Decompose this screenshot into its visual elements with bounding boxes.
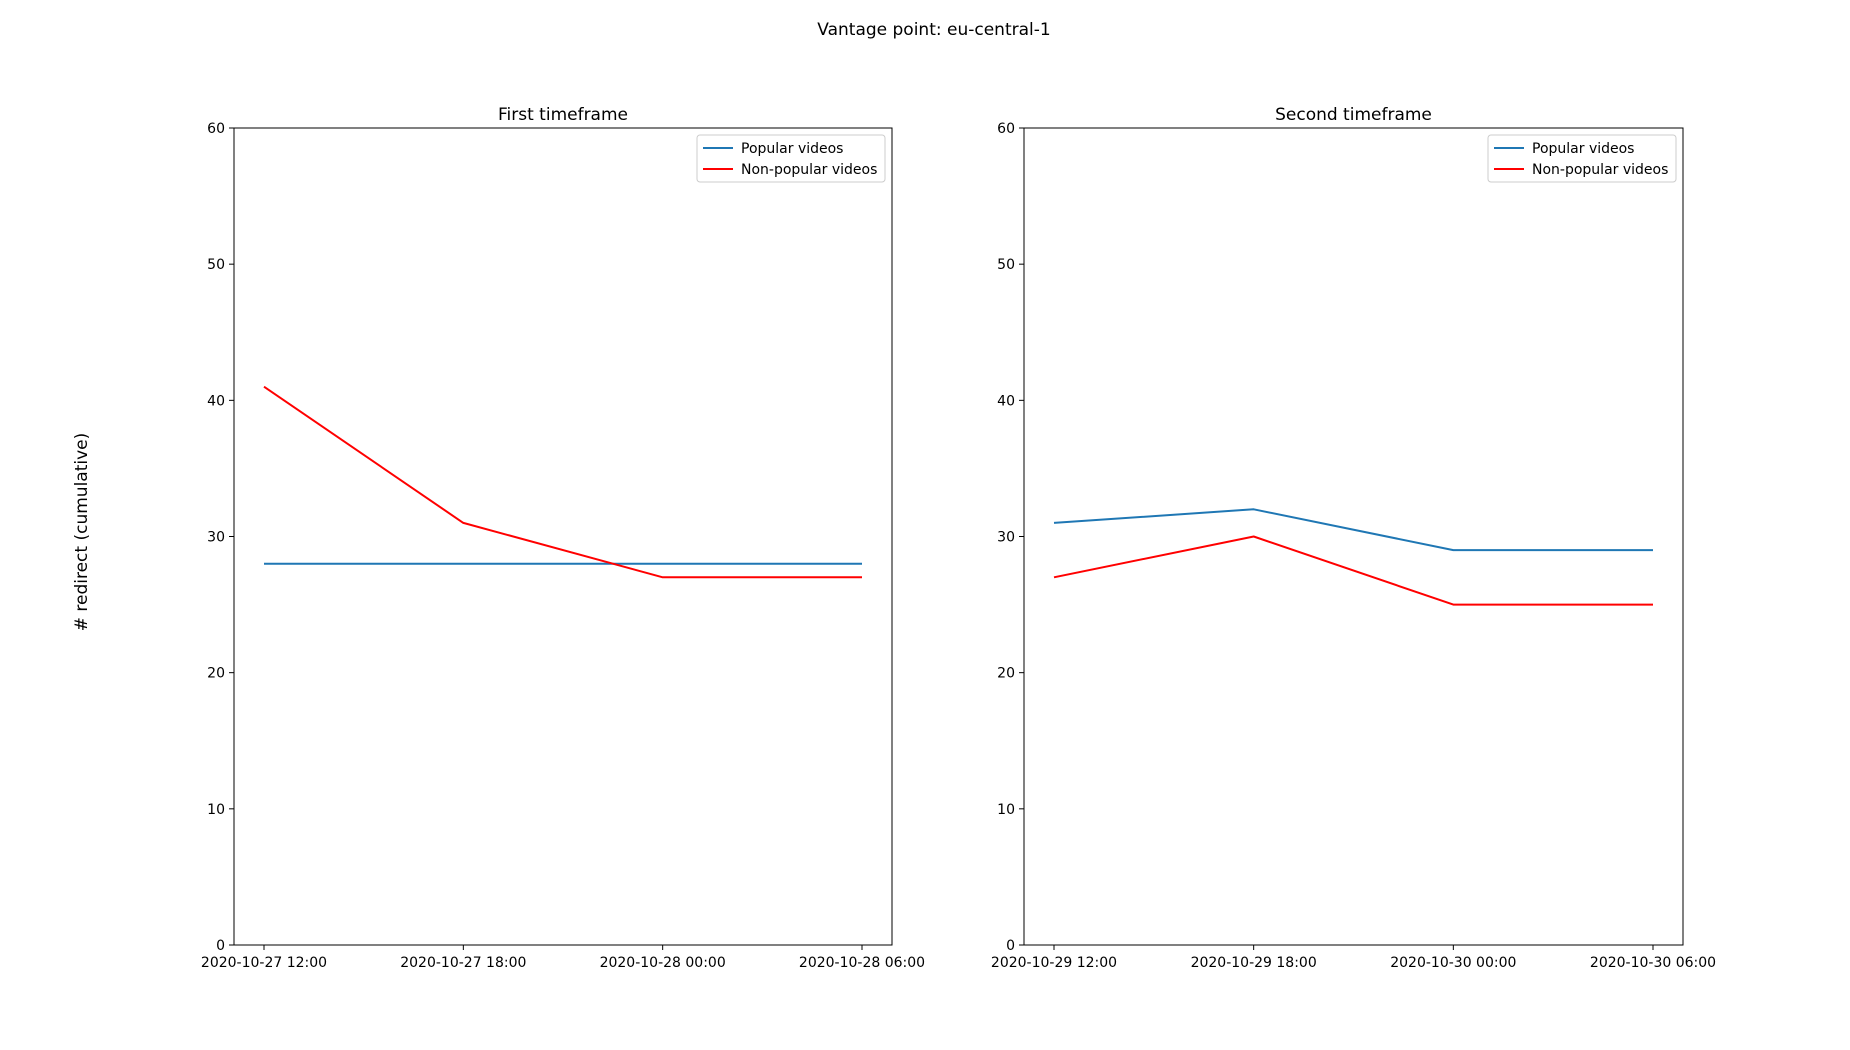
- x-tick-label: 2020-10-29 18:00: [1191, 955, 1317, 971]
- y-tick-label: 60: [997, 121, 1015, 137]
- x-tick-label: 2020-10-28 06:00: [799, 955, 925, 971]
- y-tick-label: 20: [997, 666, 1015, 682]
- series-line-1: [1053, 508, 1653, 552]
- y-tick-label: 50: [997, 257, 1015, 273]
- chart-title: First timeframe: [498, 105, 628, 125]
- y-tick-label: 10: [997, 802, 1015, 818]
- y-tick-label: 40: [997, 393, 1015, 409]
- x-tick-label: 2020-10-27 12:00: [201, 955, 327, 971]
- x-tick-label: 2020-10-30 00:00: [1390, 955, 1516, 971]
- x-tick-label: 2020-10-29 12:00: [991, 955, 1117, 971]
- legend-box: [1487, 134, 1677, 183]
- y-tick-label: 30: [207, 530, 225, 546]
- series-line-2: [263, 385, 862, 579]
- axes-frame: [1023, 127, 1684, 946]
- y-axis-label: # redirect (cumulative): [72, 433, 92, 632]
- charts: First timeframe 0 10 20 30 40 50 60 2020-10-27 1…: [201, 105, 1716, 971]
- x-tick-label: 2020-10-30 06:00: [1590, 955, 1716, 971]
- series-line-2: [1053, 535, 1653, 606]
- legend-label: Popular videos: [1532, 141, 1634, 157]
- legend-label: Non-popular videos: [1532, 162, 1668, 178]
- y-tick-label: 10: [207, 802, 225, 818]
- legend-box: [696, 134, 886, 183]
- x-tick-label: 2020-10-28 00:00: [600, 955, 726, 971]
- legend-label: Non-popular videos: [741, 162, 877, 178]
- x-tick-label: 2020-10-27 18:00: [400, 955, 526, 971]
- y-tick-label: 50: [207, 257, 225, 273]
- axes-frame: [233, 127, 893, 946]
- y-tick-label: 40: [207, 393, 225, 409]
- legend: Popular videos Non-popular videos: [1487, 134, 1677, 183]
- y-tick-label: 60: [207, 121, 225, 137]
- y-tick-label: 20: [207, 666, 225, 682]
- chart-panel-1: First timeframe 0 10 20 30 40 50 60 2020-10-27 1…: [201, 105, 925, 971]
- figure-suptitle: Vantage point: eu-central-1: [817, 20, 1050, 40]
- legend: Popular videos Non-popular videos: [696, 134, 886, 183]
- chart-panel-2: Second timeframe 0 10 20 30 40 50 60 2020-10-29 …: [991, 105, 1716, 971]
- y-tick-label: 0: [1006, 938, 1015, 954]
- legend-label: Popular videos: [741, 141, 843, 157]
- y-tick-label: 30: [997, 530, 1015, 546]
- y-tick-label: 0: [216, 938, 225, 954]
- chart-title: Second timeframe: [1275, 105, 1432, 125]
